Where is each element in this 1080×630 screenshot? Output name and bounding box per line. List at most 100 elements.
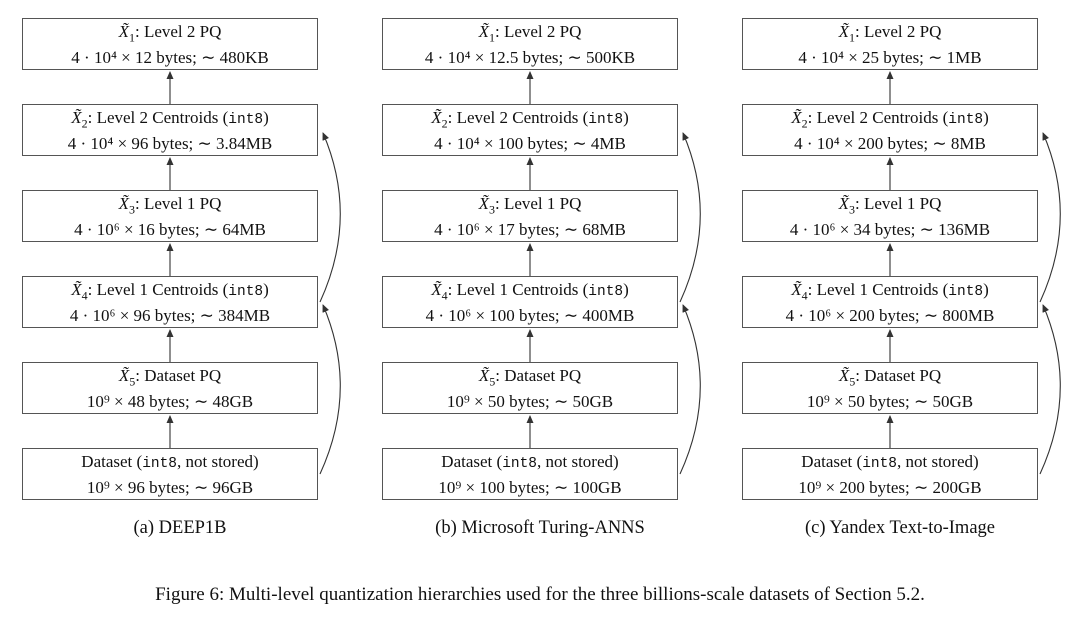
math-var: X̃ xyxy=(838,366,850,385)
math-var: X̃ xyxy=(478,22,489,41)
node-title: X̃4: Level 1 Centroids (int8) xyxy=(791,280,989,303)
math-subscript: 4 xyxy=(441,288,448,303)
box-level1-centroids: X̃4: Level 1 Centroids (int8) 4 · 10⁶ × … xyxy=(742,276,1038,328)
box-dataset: Dataset (int8, not stored) 10⁹ × 100 byt… xyxy=(382,448,678,500)
node-title: X̃2: Level 2 Centroids (int8) xyxy=(791,108,989,131)
diagram-column-b: X̃1: Level 2 PQ 4 · 10⁴ × 12.5 bytes; ∼ … xyxy=(360,12,720,557)
math-subscript: 3 xyxy=(488,202,495,217)
box-dataset-pq: X̃5: Dataset PQ 10⁹ × 48 bytes; ∼ 48GB xyxy=(22,362,318,414)
node-title: X̃3: Level 1 PQ xyxy=(838,194,942,217)
math-var: X̃ xyxy=(118,366,130,385)
box-level1-pq: X̃3: Level 1 PQ 4 · 10⁶ × 17 bytes; ∼ 68… xyxy=(382,190,678,242)
math-var: X̃ xyxy=(431,280,442,299)
node-title: X̃5: Dataset PQ xyxy=(838,366,942,389)
diagram-column-c: X̃1: Level 2 PQ 4 · 10⁴ × 25 bytes; ∼ 1M… xyxy=(720,12,1080,557)
box-dataset-pq: X̃5: Dataset PQ 10⁹ × 50 bytes; ∼ 50GB xyxy=(742,362,1038,414)
node-title: X̃5: Dataset PQ xyxy=(478,366,582,389)
math-subscript: 1 xyxy=(848,30,855,45)
curved-arrow-dataset-to-l1 xyxy=(679,304,701,475)
math-subscript: 1 xyxy=(488,30,495,45)
flow-arrows-svg xyxy=(526,71,701,475)
math-var: X̃ xyxy=(791,108,802,127)
flow-arrows-svg xyxy=(166,71,341,475)
box-dataset: Dataset (int8, not stored) 10⁹ × 200 byt… xyxy=(742,448,1038,500)
node-title: X̃5: Dataset PQ xyxy=(118,366,222,389)
math-subscript: 5 xyxy=(129,374,136,389)
node-title: X̃4: Level 1 Centroids (int8) xyxy=(71,280,269,303)
math-subscript: 1 xyxy=(128,30,135,45)
node-size: 10⁹ × 96 bytes; ∼ 96GB xyxy=(86,478,254,497)
diagram-columns: X̃1: Level 2 PQ 4 · 10⁴ × 12 bytes; ∼ 48… xyxy=(0,12,1080,557)
math-subscript: 3 xyxy=(848,202,855,217)
node-size: 4 · 10⁴ × 12.5 bytes; ∼ 500KB xyxy=(424,48,636,67)
column-label-b: (b) Microsoft Turing-ANNS xyxy=(435,518,645,538)
box-level2-centroids: X̃2: Level 2 Centroids (int8) 4 · 10⁴ × … xyxy=(22,104,318,156)
curved-arrow-l1-to-l2 xyxy=(1039,132,1061,303)
node-size: 4 · 10⁶ × 34 bytes; ∼ 136MB xyxy=(789,220,991,239)
node-size: 10⁹ × 200 bytes; ∼ 200GB xyxy=(798,478,982,497)
curved-arrow-dataset-to-l1 xyxy=(1039,304,1061,475)
node-size: 4 · 10⁶ × 17 bytes; ∼ 68MB xyxy=(434,220,626,239)
node-size: 4 · 10⁶ × 16 bytes; ∼ 64MB xyxy=(74,220,266,239)
math-var: X̃ xyxy=(478,194,489,213)
node-size: 4 · 10⁴ × 96 bytes; ∼ 3.84MB xyxy=(67,134,273,153)
node-title: X̃2: Level 2 Centroids (int8) xyxy=(71,108,269,131)
box-level1-pq: X̃3: Level 1 PQ 4 · 10⁶ × 34 bytes; ∼ 13… xyxy=(742,190,1038,242)
curved-arrow-l1-to-l2 xyxy=(679,132,701,303)
node-size: 10⁹ × 48 bytes; ∼ 48GB xyxy=(86,392,254,411)
node-size: 10⁹ × 100 bytes; ∼ 100GB xyxy=(438,478,622,497)
node-title: X̃1: Level 2 PQ xyxy=(478,22,582,45)
node-size: 4 · 10⁶ × 200 bytes; ∼ 800MB xyxy=(785,306,995,325)
node-size: 10⁹ × 50 bytes; ∼ 50GB xyxy=(446,392,614,411)
box-level1-centroids: X̃4: Level 1 Centroids (int8) 4 · 10⁶ × … xyxy=(22,276,318,328)
math-var: X̃ xyxy=(118,22,129,41)
column-label-a: (a) DEEP1B xyxy=(133,518,227,538)
column-label-c: (c) Yandex Text-to-Image xyxy=(805,518,995,538)
math-subscript: 2 xyxy=(801,116,808,131)
math-var: X̃ xyxy=(478,366,490,385)
node-size: 4 · 10⁴ × 12 bytes; ∼ 480KB xyxy=(71,48,269,67)
math-subscript: 2 xyxy=(441,116,448,131)
diagram-column-a: X̃1: Level 2 PQ 4 · 10⁴ × 12 bytes; ∼ 48… xyxy=(0,12,360,557)
node-title: X̃2: Level 2 Centroids (int8) xyxy=(431,108,629,131)
curved-arrow-l1-to-l2 xyxy=(319,132,341,303)
node-title: Dataset (int8, not stored) xyxy=(801,452,979,472)
flow-arrows-svg xyxy=(886,71,1061,475)
node-size: 4 · 10⁶ × 100 bytes; ∼ 400MB xyxy=(425,306,635,325)
curved-arrow-dataset-to-l1 xyxy=(319,304,341,475)
box-level1-centroids: X̃4: Level 1 Centroids (int8) 4 · 10⁶ × … xyxy=(382,276,678,328)
box-level1-pq: X̃3: Level 1 PQ 4 · 10⁶ × 16 bytes; ∼ 64… xyxy=(22,190,318,242)
node-title: X̃1: Level 2 PQ xyxy=(118,22,222,45)
math-var: X̃ xyxy=(431,108,442,127)
node-title: X̃3: Level 1 PQ xyxy=(118,194,222,217)
math-var: X̃ xyxy=(838,22,849,41)
node-title: X̃1: Level 2 PQ xyxy=(838,22,942,45)
math-subscript: 4 xyxy=(801,288,808,303)
box-dataset: Dataset (int8, not stored) 10⁹ × 96 byte… xyxy=(22,448,318,500)
math-subscript: 4 xyxy=(81,288,88,303)
figure-caption: Figure 6: Multi-level quantization hiera… xyxy=(155,584,925,605)
node-size: 10⁹ × 50 bytes; ∼ 50GB xyxy=(806,392,974,411)
box-level2-centroids: X̃2: Level 2 Centroids (int8) 4 · 10⁴ × … xyxy=(382,104,678,156)
math-var: X̃ xyxy=(118,194,129,213)
node-title: Dataset (int8, not stored) xyxy=(441,452,619,472)
box-level2-pq: X̃1: Level 2 PQ 4 · 10⁴ × 25 bytes; ∼ 1M… xyxy=(742,18,1038,70)
math-subscript: 5 xyxy=(489,374,496,389)
node-size: 4 · 10⁴ × 25 bytes; ∼ 1MB xyxy=(798,48,982,67)
math-var: X̃ xyxy=(71,108,82,127)
node-size: 4 · 10⁶ × 96 bytes; ∼ 384MB xyxy=(69,306,271,325)
math-var: X̃ xyxy=(791,280,802,299)
box-level2-centroids: X̃2: Level 2 Centroids (int8) 4 · 10⁴ × … xyxy=(742,104,1038,156)
node-size: 4 · 10⁴ × 100 bytes; ∼ 4MB xyxy=(434,134,626,153)
math-subscript: 2 xyxy=(81,116,88,131)
node-size: 4 · 10⁴ × 200 bytes; ∼ 8MB xyxy=(794,134,986,153)
node-title: X̃3: Level 1 PQ xyxy=(478,194,582,217)
node-title: X̃4: Level 1 Centroids (int8) xyxy=(431,280,629,303)
math-subscript: 5 xyxy=(849,374,856,389)
node-title: Dataset (int8, not stored) xyxy=(81,452,259,472)
box-dataset-pq: X̃5: Dataset PQ 10⁹ × 50 bytes; ∼ 50GB xyxy=(382,362,678,414)
math-var: X̃ xyxy=(71,280,82,299)
math-var: X̃ xyxy=(838,194,849,213)
box-level2-pq: X̃1: Level 2 PQ 4 · 10⁴ × 12.5 bytes; ∼ … xyxy=(382,18,678,70)
